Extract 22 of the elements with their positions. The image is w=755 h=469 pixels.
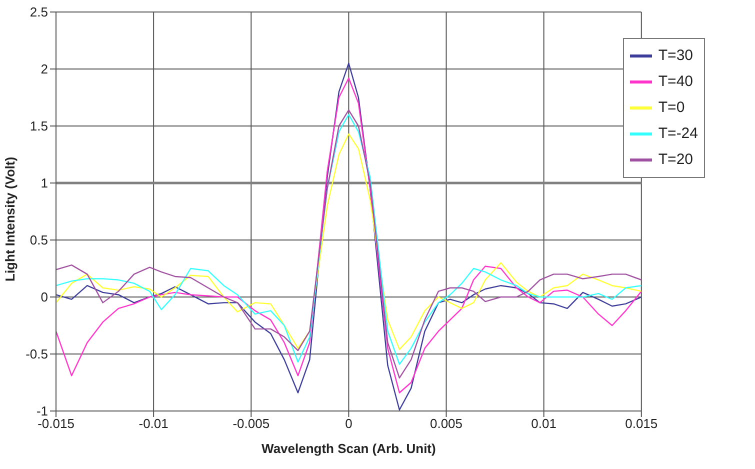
y-tick-label: 1.5 xyxy=(30,118,48,134)
x-tick-label: 0 xyxy=(345,416,352,432)
y-tick-label: 2 xyxy=(40,62,48,77)
x-tick-label: 0.015 xyxy=(625,416,658,432)
legend-label: T=-24 xyxy=(658,124,698,144)
x-tick-label: 0.01 xyxy=(531,416,556,432)
y-tick-label: -0.5 xyxy=(26,346,48,362)
y-tick-label: 0 xyxy=(40,290,48,305)
y-tick-label: 0.5 xyxy=(30,232,48,248)
y-axis-title: Light Intensity (Volt) xyxy=(2,156,18,282)
legend-label: T=20 xyxy=(658,150,693,170)
y-tick-label: 2.5 xyxy=(30,4,48,20)
x-tick-label: -0.005 xyxy=(232,416,270,432)
y-tick-label: -1 xyxy=(36,404,48,419)
x-tick-label: -0.015 xyxy=(38,416,74,432)
legend-label: T=0 xyxy=(658,98,685,118)
y-tick-label: 1 xyxy=(40,176,48,191)
x-axis-title: Wavelength Scan (Arb. Unit) xyxy=(262,441,436,456)
legend-label: T=40 xyxy=(658,72,693,92)
legend-label: T=30 xyxy=(658,46,693,66)
x-tick-label: -0.01 xyxy=(138,416,168,432)
x-tick-label: 0.005 xyxy=(430,416,463,432)
